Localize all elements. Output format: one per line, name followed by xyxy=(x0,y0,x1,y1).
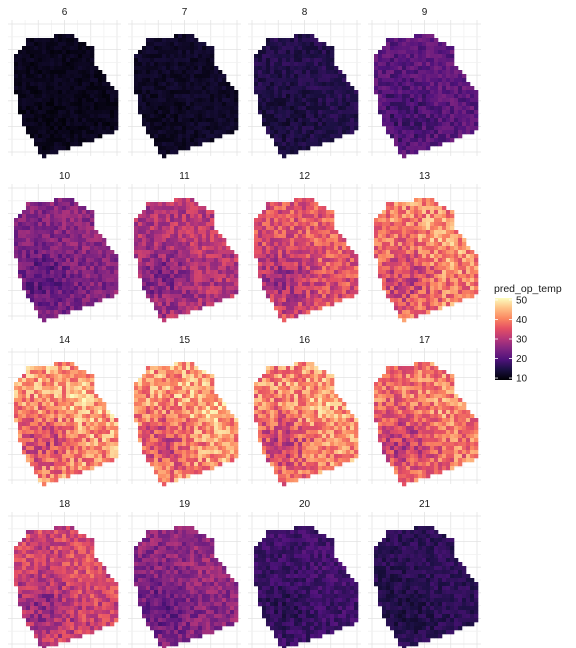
temperature-raster xyxy=(134,198,239,323)
temperature-raster xyxy=(374,362,479,487)
facet-panel-8: 8 xyxy=(248,7,361,159)
facet-panel-6: 6 xyxy=(8,7,121,159)
legend-tick-label: 10 xyxy=(516,374,528,385)
facet-panel-18: 18 xyxy=(8,499,121,648)
legend-tick-label: 20 xyxy=(516,354,528,365)
facet-strip-label: 6 xyxy=(62,7,68,18)
legend-tick-label: 50 xyxy=(516,295,528,306)
temperature-raster xyxy=(374,34,479,159)
facet-panel-20: 20 xyxy=(248,499,361,648)
facet-strip-label: 9 xyxy=(422,7,428,18)
legend-ticks: 10 20 30 40 50 xyxy=(495,295,528,385)
facet-panel-17: 17 xyxy=(368,335,481,487)
temperature-raster xyxy=(14,362,119,487)
facet-strip-label: 8 xyxy=(302,7,308,18)
facet-strip-label: 21 xyxy=(419,499,431,510)
facet-strip-label: 14 xyxy=(59,335,71,346)
facet-strip-label: 13 xyxy=(419,171,431,182)
facet-strip-label: 19 xyxy=(179,499,191,510)
facet-panel-12: 12 xyxy=(248,171,361,323)
temperature-raster xyxy=(374,198,479,323)
facet-panel-19: 19 xyxy=(128,499,241,648)
temperature-raster xyxy=(254,526,359,648)
facet-strip-label: 18 xyxy=(59,499,71,510)
legend-colorbar xyxy=(495,298,512,380)
facet-strip-label: 17 xyxy=(419,335,431,346)
facet-strip-label: 10 xyxy=(59,171,71,182)
facet-panel-21: 21 xyxy=(368,499,481,648)
temperature-raster xyxy=(134,362,239,487)
legend: pred_op_temp 10 20 30 40 50 xyxy=(494,283,562,385)
facet-strip-label: 16 xyxy=(299,335,311,346)
legend-tick-label: 40 xyxy=(516,315,528,326)
temperature-raster xyxy=(254,362,359,487)
temperature-raster xyxy=(374,526,479,648)
legend-tick-label: 30 xyxy=(516,335,528,346)
facet-panel-13: 13 xyxy=(368,171,481,323)
facet-strip-label: 7 xyxy=(182,7,188,18)
facet-panel-9: 9 xyxy=(368,7,481,159)
temperature-raster xyxy=(254,34,359,159)
facet-strip-label: 20 xyxy=(299,499,311,510)
temperature-raster xyxy=(254,198,359,323)
facet-strip-label: 11 xyxy=(179,171,190,182)
facet-panel-10: 10 xyxy=(8,171,121,323)
facet-panel-11: 11 xyxy=(128,171,241,323)
temperature-raster xyxy=(134,34,239,159)
facet-panels: 6 7 8 9 10 11 12 13 14 15 16 17 18 19 20 21 xyxy=(8,7,481,648)
temperature-raster xyxy=(14,526,119,648)
facet-strip-label: 12 xyxy=(299,171,311,182)
facet-panel-7: 7 xyxy=(128,7,241,159)
temperature-raster xyxy=(14,198,119,323)
legend-title: pred_op_temp xyxy=(494,283,562,295)
facet-panel-15: 15 xyxy=(128,335,241,487)
facet-strip-label: 15 xyxy=(179,335,191,346)
facet-panel-14: 14 xyxy=(8,335,121,487)
facet-panel-16: 16 xyxy=(248,335,361,487)
temperature-raster xyxy=(14,34,119,159)
temperature-raster xyxy=(134,526,239,648)
